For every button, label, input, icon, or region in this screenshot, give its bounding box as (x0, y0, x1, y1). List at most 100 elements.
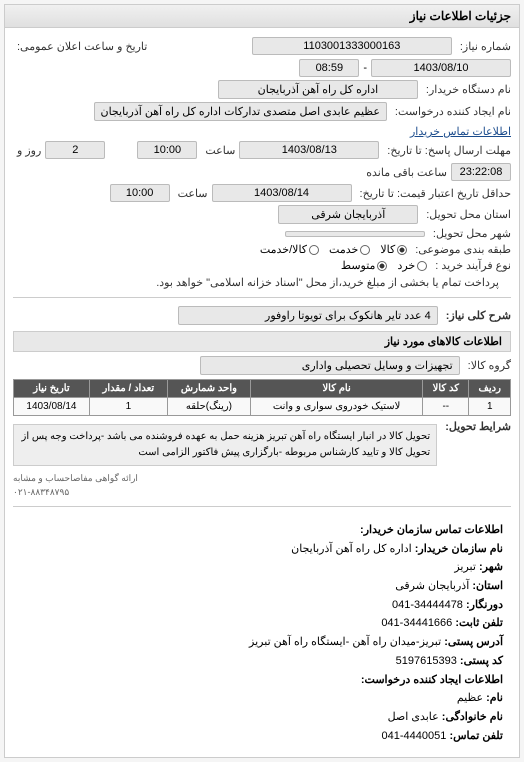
val-req-phone: 4440051-041 (382, 730, 447, 742)
lbl-req-family: نام خانوادگی: (442, 711, 503, 723)
lbl-province: استان: (472, 580, 503, 592)
row-delivery-city: شهر محل تحویل: (13, 227, 511, 240)
panel-body: شماره نیاز: 1103001333000163 تاریخ و ساع… (5, 28, 519, 757)
row-general-desc: شرح کلی نیاز: 4 عدد تایر هانکوک برای توی… (13, 306, 511, 325)
val-province: آذربایجان شرقی (395, 580, 469, 592)
radio-circle-icon (397, 245, 407, 255)
col-unit: واحد شمارش (167, 380, 250, 398)
value-days-left: 2 (45, 141, 105, 159)
row-mafasa: ارائه گواهی مفاصاحساب و مشابه (13, 473, 511, 484)
label-delivery-province: استان محل تحویل: (426, 208, 511, 221)
lbl-req-name: نام: (486, 692, 503, 704)
val-city: تبریز (454, 561, 476, 573)
lbl-city: شهر: (479, 561, 503, 573)
val-req-name: عظیم (457, 692, 483, 704)
cell-unit: (رینگ)حلقه (167, 398, 250, 416)
value-credit-time: 10:00 (110, 184, 170, 202)
val-fax: 34444478-041 (392, 599, 463, 611)
value-group: تجهیزات و وسایل تحصیلی واداری (200, 356, 460, 375)
details-panel: جزئیات اطلاعات نیاز شماره نیاز: 11030013… (4, 4, 520, 758)
value-credit-date: 1403/08/14 (212, 184, 352, 202)
link-buyer-contact[interactable]: اطلاعات تماس خریدار (410, 125, 511, 138)
cell-qty: 1 (89, 398, 167, 416)
table-row[interactable]: 1 -- لاستیک خودروی سواری و وانت (رینگ)حل… (14, 398, 511, 416)
label-time-2: ساعت (178, 187, 208, 200)
col-code: کد کالا (423, 380, 469, 398)
row-delivery-terms: شرایط تحویل: تحویل کالا در انبار ایستگاه… (13, 420, 511, 470)
lbl-req-phone: تلفن تماس: (449, 730, 503, 742)
row-response-deadline: مهلت ارسال پاسخ: تا تاریخ: 1403/08/13 سا… (13, 141, 511, 181)
label-day: روز و (17, 144, 41, 157)
row-request-no: شماره نیاز: 1103001333000163 تاریخ و ساع… (13, 37, 511, 77)
val-postal-addr: تبریز-میدان راه آهن -ایستگاه راه آهن تبر… (249, 636, 441, 648)
radio-group-process: خرد متوسط (341, 259, 427, 272)
radio-proc-0[interactable]: خرد (397, 259, 427, 272)
cell-date: 1403/08/14 (14, 398, 90, 416)
mafasa-note: ارائه گواهی مفاصاحساب و مشابه (13, 473, 138, 484)
value-general-desc: 4 عدد تایر هانکوک برای تویوتا راوفور (178, 306, 438, 325)
process-note: پرداخت تمام یا بخشی از مبلغ خرید،از محل … (156, 276, 499, 289)
radio-circle-icon (309, 245, 319, 255)
value-public-date: 1403/08/10 (371, 59, 511, 77)
label-group: گروه کالا: (468, 359, 511, 372)
row-process-type: نوع فرآیند خرید : خرد متوسط پرداخت تمام … (13, 259, 511, 289)
value-public-time: 08:59 (299, 59, 359, 77)
radio-cat-0[interactable]: کالا (380, 243, 407, 256)
lbl-phone: تلفن ثابت: (455, 617, 503, 629)
radio-group-category: کالا خدمت کالا/خدمت (260, 243, 407, 256)
label-general-desc: شرح کلی نیاز: (446, 309, 511, 322)
label-time-1: ساعت (205, 144, 235, 157)
radio-proc-1[interactable]: متوسط (341, 259, 388, 272)
value-delivery-province: آذربایجان شرقی (278, 205, 418, 224)
col-qty: تعداد / مقدار (89, 380, 167, 398)
row-mafasa-phone: ۰۲۱-۸۸۳۴۸۷۹۵ (13, 487, 511, 498)
label-category: طبقه بندی موضوعی: (415, 243, 511, 256)
row-credit-validity: حداقل تاریخ اعتبار قیمت: تا تاریخ: 1403/… (13, 184, 511, 202)
radio-cat-2[interactable]: کالا/خدمت (260, 243, 319, 256)
val-org-name: اداره کل راه آهن آذربایجان (291, 543, 412, 555)
value-requester: عظیم عابدی اصل متصدی تدارکات اداره کل را… (94, 102, 387, 121)
cell-code: -- (423, 398, 469, 416)
contact-header: اطلاعات تماس سازمان خریدار: (360, 524, 503, 536)
label-buyer-org: نام دستگاه خریدار: (426, 83, 511, 96)
val-postal-code: 5197615393 (396, 655, 457, 667)
cell-row: 1 (469, 398, 511, 416)
row-buyer-org: نام دستگاه خریدار: اداره کل راه آهن آذرب… (13, 80, 511, 99)
col-name: نام کالا (251, 380, 423, 398)
value-request-no: 1103001333000163 (252, 37, 452, 55)
radio-circle-icon (377, 261, 387, 271)
col-row: ردیف (469, 380, 511, 398)
label-delivery-city: شهر محل تحویل: (433, 227, 511, 240)
label-requester: نام ایجاد کننده درخواست: (395, 105, 511, 118)
radio-circle-icon (417, 261, 427, 271)
col-date: تاریخ نیاز (14, 380, 90, 398)
radio-cat-1[interactable]: خدمت (329, 243, 370, 256)
label-request-no: شماره نیاز: (460, 40, 511, 53)
label-remaining: ساعت باقی مانده (366, 166, 447, 179)
radio-circle-icon (360, 245, 370, 255)
value-delivery-terms: تحویل کالا در انبار ایستگاه راه آهن تبری… (13, 424, 437, 466)
label-process-type: نوع فرآیند خرید : (435, 259, 511, 272)
value-buyer-org: اداره کل راه آهن آذربایجان (218, 80, 418, 99)
items-table: ردیف کد کالا نام کالا واحد شمارش تعداد /… (13, 379, 511, 416)
label-public-datetime: تاریخ و ساعت اعلان عمومی: (17, 40, 147, 53)
label-credit-validity: حداقل تاریخ اعتبار قیمت: تا تاریخ: (360, 187, 511, 200)
section-items-info: اطلاعات کالاهای مورد نیاز (13, 331, 511, 352)
value-delivery-city (285, 231, 425, 237)
value-resp-time: 10:00 (137, 141, 197, 159)
lbl-fax: دورنگار: (466, 599, 503, 611)
contact-block: اطلاعات تماس سازمان خریدار: نام سازمان خ… (13, 515, 511, 751)
cell-name: لاستیک خودروی سواری و وانت (251, 398, 423, 416)
row-group: گروه کالا: تجهیزات و وسایل تحصیلی واداری (13, 356, 511, 375)
requester-header: اطلاعات ایجاد کننده درخواست: (361, 674, 503, 686)
val-phone: 34441666-041 (381, 617, 452, 629)
label-response-deadline: مهلت ارسال پاسخ: تا تاریخ: (387, 144, 511, 157)
lbl-postal-addr: آدرس پستی: (444, 636, 503, 648)
val-req-family: عابدی اصل (388, 711, 439, 723)
value-hours-left: 23:22:08 (451, 163, 511, 181)
value-resp-date: 1403/08/13 (239, 141, 379, 159)
panel-title: جزئیات اطلاعات نیاز (5, 5, 519, 28)
mafasa-phone: ۰۲۱-۸۸۳۴۸۷۹۵ (13, 487, 69, 498)
label-delivery-terms: شرایط تحویل: (445, 420, 511, 433)
row-requester: نام ایجاد کننده درخواست: عظیم عابدی اصل … (13, 102, 511, 138)
